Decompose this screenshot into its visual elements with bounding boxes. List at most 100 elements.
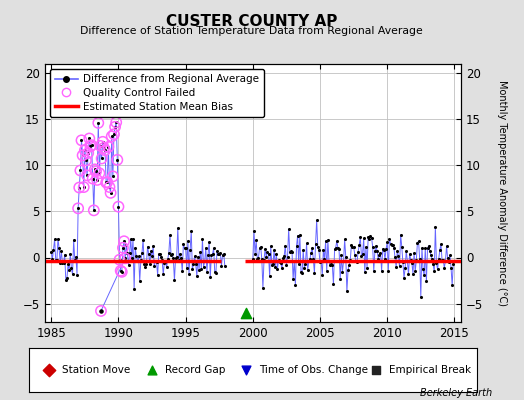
Point (67, 265, 75, 272)
Point (352, 258, 360, 264)
Point (125, 250, 134, 256)
Point (315, 247, 323, 254)
Point (297, 269, 305, 275)
Point (270, 247, 278, 253)
Point (171, 255, 180, 261)
Point (326, 262, 334, 268)
Point (213, 248, 221, 254)
Point (203, 269, 211, 276)
Point (317, 258, 325, 264)
Point (131, 244, 139, 251)
Point (90, 207, 98, 214)
Point (256, 244, 265, 250)
Point (205, 239, 213, 245)
Point (216, 250, 225, 256)
Point (116, 268, 125, 274)
Point (58, 260, 67, 266)
Point (387, 241, 396, 248)
Point (121, 255, 129, 262)
Point (353, 259, 361, 265)
Point (101, 147, 109, 154)
Point (81, 147, 89, 154)
Point (150, 263, 158, 269)
Point (160, 259, 169, 266)
Point (85, 135, 93, 142)
Point (357, 253, 366, 260)
Point (373, 248, 381, 254)
Text: Difference of Station Temperature Data from Regional Average: Difference of Station Temperature Data f… (80, 26, 423, 36)
Point (377, 268, 386, 274)
Point (397, 232, 405, 238)
Point (178, 268, 187, 275)
Point (113, 157, 122, 163)
Point (92, 168, 100, 174)
Point (120, 238, 128, 244)
Point (53, 257, 61, 264)
Point (367, 234, 376, 241)
Point (78, 137, 86, 144)
Point (332, 244, 340, 251)
Point (380, 247, 388, 254)
Point (181, 245, 190, 251)
Point (364, 234, 373, 240)
Point (95, 170, 104, 176)
Point (135, 253, 143, 260)
Point (288, 249, 296, 255)
Point (440, 265, 449, 271)
Point (383, 239, 391, 246)
Point (105, 184, 114, 190)
Point (194, 254, 202, 260)
Point (258, 256, 266, 262)
Point (381, 256, 389, 262)
Point (174, 257, 183, 263)
Point (375, 252, 384, 259)
Point (434, 256, 443, 262)
Point (198, 236, 206, 242)
Point (439, 257, 447, 263)
Point (91, 166, 99, 172)
Point (139, 236, 147, 243)
Point (329, 281, 337, 288)
Point (89, 175, 97, 182)
Point (221, 263, 229, 269)
Point (292, 243, 301, 250)
Point (192, 260, 200, 267)
Point (161, 258, 170, 265)
Text: Record Gap: Record Gap (166, 365, 226, 375)
Point (251, 251, 259, 257)
Point (369, 268, 378, 274)
Point (113, 157, 122, 163)
Point (318, 272, 326, 279)
Point (90, 207, 98, 214)
Point (359, 235, 368, 242)
Point (209, 251, 217, 258)
Point (323, 268, 331, 274)
Point (94, 120, 103, 126)
Point (374, 256, 383, 262)
Point (102, 179, 111, 186)
Point (75, 184, 83, 191)
Point (206, 274, 214, 280)
Point (376, 249, 385, 256)
Point (316, 259, 324, 266)
Point (412, 257, 421, 264)
Point (285, 226, 293, 232)
Point (311, 241, 320, 248)
Point (201, 258, 209, 264)
Point (362, 244, 370, 250)
Point (320, 256, 329, 262)
Point (286, 249, 294, 256)
Point (423, 245, 432, 252)
Point (395, 263, 403, 270)
Point (97, 155, 106, 162)
Point (447, 264, 455, 271)
Point (410, 250, 418, 256)
Point (189, 261, 198, 268)
Point (60, 252, 69, 258)
Point (162, 264, 171, 270)
Point (289, 276, 297, 283)
Point (156, 251, 164, 258)
Point (293, 232, 302, 239)
Point (107, 133, 116, 140)
Point (392, 264, 400, 270)
